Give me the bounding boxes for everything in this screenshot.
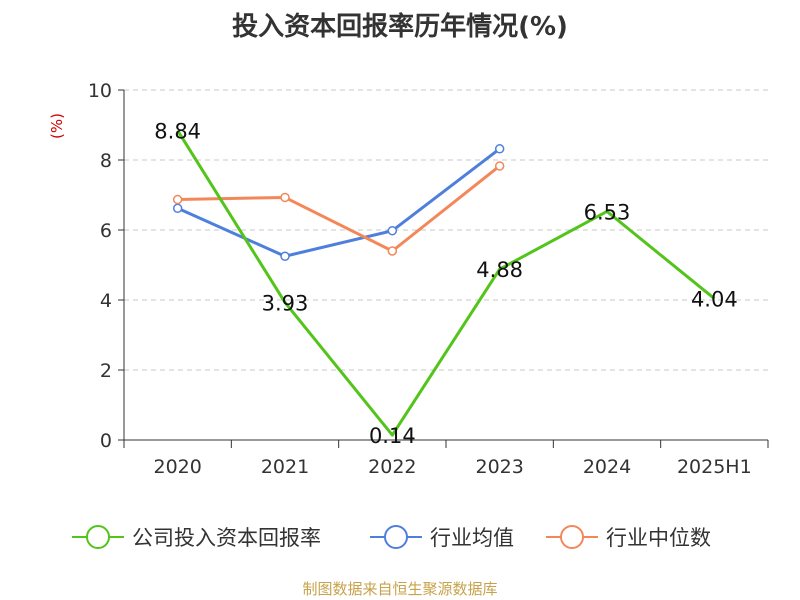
y-axis-label: (%): [48, 113, 66, 139]
legend-marker: [86, 525, 110, 549]
data-label: 8.84: [154, 120, 201, 144]
legend-label: 行业均值: [430, 526, 514, 550]
data-point: [494, 161, 505, 171]
y-tick-label: 2: [100, 360, 112, 382]
series-line: [176, 129, 716, 437]
data-point: [280, 251, 290, 261]
legend-marker: [384, 525, 408, 549]
y-tick-label: 0: [100, 430, 112, 452]
data-label: 0.14: [369, 424, 416, 448]
y-tick-label: 8: [100, 150, 112, 172]
data-point: [494, 144, 505, 154]
x-tick-label: 2022: [368, 456, 416, 478]
legend-label: 行业中位数: [606, 526, 711, 550]
data-point: [387, 246, 398, 256]
legend-label: 公司投入资本回报率: [132, 526, 321, 550]
legend-marker: [560, 525, 584, 549]
x-tick-label: 2021: [261, 456, 309, 478]
x-tick-label: 2024: [583, 456, 631, 478]
data-label: 4.04: [691, 288, 738, 312]
data-point: [280, 192, 290, 203]
data-label: 3.93: [262, 291, 309, 315]
data-point: [387, 225, 398, 236]
source-note: 制图数据来自恒生聚源数据库: [302, 580, 498, 598]
chart-title: 投入资本回报率历年情况(%): [232, 12, 568, 42]
series-line: [177, 164, 501, 253]
y-tick-label: 4: [100, 290, 112, 312]
x-tick-label: 2025H1: [677, 456, 752, 478]
data-label: 6.53: [584, 200, 631, 224]
x-tick-label: 2020: [153, 456, 201, 478]
y-tick-label: 10: [88, 80, 112, 102]
data-point: [172, 203, 183, 214]
y-tick-label: 6: [100, 220, 112, 242]
data-point: [172, 194, 183, 205]
series-line: [177, 147, 501, 258]
data-label: 4.88: [476, 258, 523, 282]
x-tick-label: 2023: [475, 456, 523, 478]
